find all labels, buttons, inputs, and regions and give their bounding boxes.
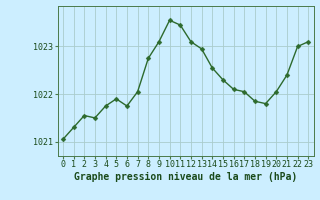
X-axis label: Graphe pression niveau de la mer (hPa): Graphe pression niveau de la mer (hPa) [74, 172, 297, 182]
